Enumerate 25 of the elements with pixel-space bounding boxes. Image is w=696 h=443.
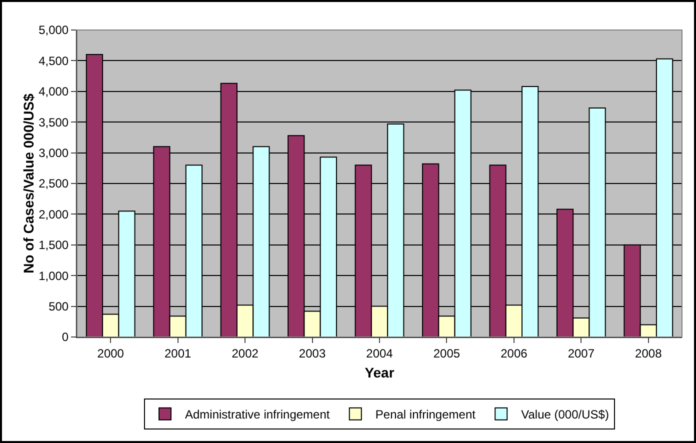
y-tick-label: 1,500 <box>38 238 69 252</box>
x-tick-label: 2001 <box>164 346 192 360</box>
legend-label: Administrative infringement <box>185 408 330 422</box>
y-tick-label: 5,000 <box>38 23 69 38</box>
x-tick-label: 2003 <box>298 346 326 360</box>
x-tick-label: 2002 <box>232 346 259 360</box>
x-tick-label: 2007 <box>568 346 595 360</box>
x-tick-label: 2006 <box>500 346 528 360</box>
x-tick-label: 2000 <box>97 346 124 360</box>
x-tick-label: 2008 <box>635 346 662 360</box>
y-tick-label: 3,500 <box>38 115 69 130</box>
y-axis-title: No of Cases/Value 000/US$ <box>20 93 37 274</box>
y-tick-label: 2,000 <box>38 207 69 222</box>
x-tick-label: 2004 <box>366 346 394 360</box>
x-axis-title: Year <box>364 364 395 381</box>
y-tick-label: 1,000 <box>38 268 69 283</box>
y-tick-label: 4,000 <box>38 84 69 99</box>
x-tick-label: 2005 <box>433 346 460 360</box>
y-tick-label: 500 <box>48 300 69 314</box>
y-tick-label: 3,000 <box>38 146 69 160</box>
y-tick-label: 0 <box>62 330 69 344</box>
y-tick-label: 4,500 <box>38 54 69 68</box>
legend-label: Penal infringement <box>375 408 476 422</box>
y-tick-label: 2,500 <box>38 176 69 191</box>
legend-label: Value (000/US$) <box>521 408 609 422</box>
